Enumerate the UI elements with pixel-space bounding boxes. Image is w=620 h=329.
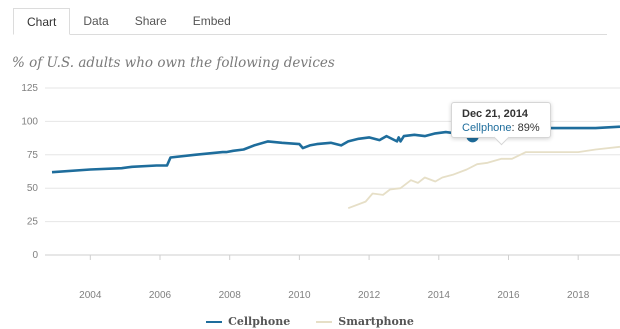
series-line-smartphone: [347, 145, 620, 210]
legend-item-cellphone[interactable]: Cellphone: [206, 315, 290, 328]
x-tick-label-2012: 2012: [358, 290, 381, 300]
tooltip-series: Cellphone: [462, 122, 512, 134]
x-tick-label-2016: 2016: [497, 290, 520, 300]
tab-data[interactable]: Data: [83, 14, 109, 28]
x-tick-label-2018: 2018: [567, 290, 590, 300]
legend-swatch-cellphone: [206, 320, 223, 323]
legend-item-smartphone[interactable]: Smartphone: [316, 315, 414, 328]
gridlines: [45, 87, 620, 256]
legend-label-smartphone: Smartphone: [338, 315, 414, 328]
y-tick-label-75: 75: [27, 150, 39, 161]
tab-embed[interactable]: Embed: [192, 14, 231, 28]
x-tick-label-2010: 2010: [288, 290, 311, 300]
legend: Cellphone Smartphone: [0, 315, 620, 328]
tooltip-row: Cellphone: 89%: [462, 121, 540, 135]
y-axis-ticks: 0 25 50 75 100 125: [21, 83, 38, 261]
x-tick-label-2006: 2006: [149, 290, 172, 300]
legend-label-cellphone: Cellphone: [228, 315, 291, 328]
tab-chart[interactable]: Chart: [13, 8, 71, 35]
y-tick-label-125: 125: [21, 83, 38, 94]
x-tick-label-2008: 2008: [219, 290, 242, 300]
y-tick-label-25: 25: [27, 217, 39, 228]
y-tick-label-50: 50: [27, 183, 39, 194]
x-axis-ticks: 2004 2006 2008 2010 2012 2014 2016 2018: [79, 255, 590, 300]
series-lines: [51, 125, 620, 210]
y-tick-label-0: 0: [32, 250, 38, 261]
chart-tabs: Chart Data Share Embed: [13, 8, 607, 35]
chart-title: % of U.S. adults who own the following d…: [12, 55, 335, 71]
tooltip-date: Dec 21, 2014: [462, 108, 529, 120]
y-tick-label-100: 100: [21, 116, 38, 127]
tab-share[interactable]: Share: [134, 14, 167, 28]
hover-tooltip: Dec 21, 2014 Cellphone: 89%: [451, 102, 551, 138]
x-tick-label-2014: 2014: [428, 290, 451, 300]
tooltip-value: 89%: [517, 122, 540, 134]
tooltip-value-wrap: : 89%: [511, 122, 540, 134]
x-tick-label-2004: 2004: [79, 290, 102, 300]
legend-swatch-smartphone: [316, 320, 333, 323]
